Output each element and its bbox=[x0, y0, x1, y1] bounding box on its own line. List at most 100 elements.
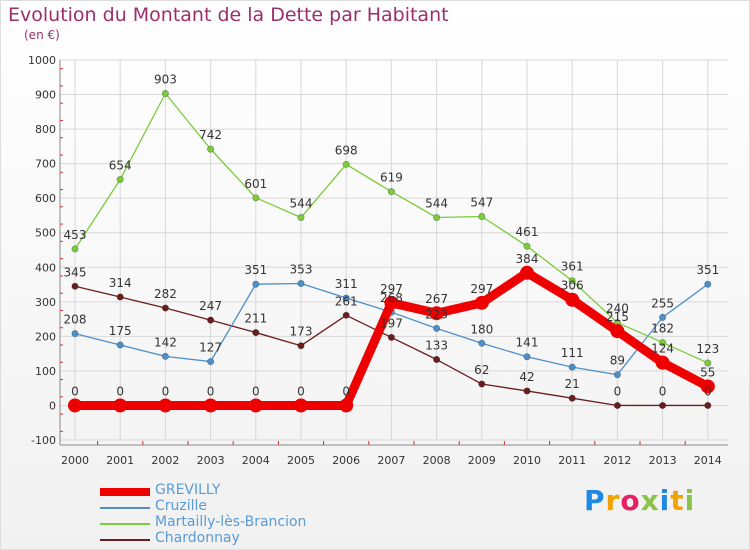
data-label: 742 bbox=[199, 128, 222, 142]
data-label: 461 bbox=[516, 225, 539, 239]
data-point bbox=[161, 90, 169, 98]
data-label: 124 bbox=[651, 342, 674, 356]
x-tick-label: 2003 bbox=[197, 454, 225, 467]
data-label: 384 bbox=[516, 252, 539, 266]
data-label: 0 bbox=[342, 384, 350, 398]
y-tick-label: -100 bbox=[31, 434, 56, 447]
data-point bbox=[704, 359, 712, 367]
data-label: 0 bbox=[71, 384, 79, 398]
legend-swatch bbox=[100, 539, 150, 541]
data-label: 255 bbox=[651, 296, 674, 310]
x-tick-label: 2007 bbox=[377, 454, 405, 467]
logo-letter: x bbox=[640, 484, 660, 517]
x-tick-label: 2002 bbox=[151, 454, 179, 467]
data-label: 353 bbox=[290, 263, 313, 277]
x-tick-label: 2006 bbox=[332, 454, 360, 467]
data-point bbox=[161, 352, 169, 360]
data-labels: 0 0 0 0 0 0 0 297 267 297 384 306 215 124 55 208 175 142 1… bbox=[64, 73, 720, 399]
data-point bbox=[659, 339, 667, 347]
data-point bbox=[207, 145, 215, 153]
data-label: 55 bbox=[700, 365, 715, 379]
data-point bbox=[523, 387, 531, 395]
data-label: 0 bbox=[704, 384, 712, 398]
data-point bbox=[433, 324, 441, 332]
data-point bbox=[71, 245, 79, 253]
data-label: 197 bbox=[380, 316, 403, 330]
data-point bbox=[520, 265, 534, 280]
data-point bbox=[478, 339, 486, 347]
data-point bbox=[71, 282, 79, 290]
y-tick-label: 100 bbox=[35, 365, 56, 378]
data-point bbox=[655, 355, 670, 370]
proxiti-logo: Proxiti bbox=[584, 484, 695, 517]
data-label: 0 bbox=[116, 384, 124, 398]
data-point bbox=[207, 316, 215, 324]
data-label: 0 bbox=[252, 384, 260, 398]
data-label: 544 bbox=[425, 197, 448, 211]
x-tick-label: 2005 bbox=[287, 454, 315, 467]
data-point bbox=[252, 329, 260, 337]
data-point bbox=[68, 398, 82, 413]
data-point bbox=[565, 292, 580, 307]
x-tick-label: 2004 bbox=[242, 454, 270, 467]
data-point bbox=[659, 401, 667, 409]
x-tick-label: 2014 bbox=[694, 454, 722, 467]
y-tick-label: 0 bbox=[49, 399, 56, 412]
y-tick-label: 500 bbox=[35, 227, 56, 240]
logo-letter: r bbox=[605, 484, 621, 517]
data-label: 123 bbox=[696, 342, 719, 356]
data-label: 261 bbox=[335, 294, 358, 308]
data-point bbox=[478, 212, 486, 220]
data-point bbox=[387, 188, 395, 196]
legend-swatch bbox=[100, 507, 150, 509]
data-point bbox=[158, 398, 173, 413]
data-point bbox=[568, 394, 576, 402]
data-label: 698 bbox=[335, 143, 358, 157]
data-point bbox=[610, 324, 625, 339]
data-point bbox=[248, 398, 263, 413]
chart-subtitle: (en €) bbox=[24, 28, 60, 42]
y-tick-label: 400 bbox=[35, 261, 56, 274]
x-tick-label: 2010 bbox=[513, 454, 541, 467]
data-point bbox=[429, 306, 444, 321]
data-point bbox=[433, 214, 441, 222]
data-label: 223 bbox=[425, 307, 448, 321]
data-label: 208 bbox=[64, 313, 87, 327]
data-label: 127 bbox=[199, 341, 222, 355]
data-label: 42 bbox=[519, 370, 534, 384]
data-point bbox=[297, 214, 305, 222]
data-label: 297 bbox=[380, 282, 403, 296]
data-label: 133 bbox=[425, 339, 448, 353]
y-tick-label: 800 bbox=[35, 123, 56, 136]
data-label: 282 bbox=[154, 287, 177, 301]
data-label: 306 bbox=[561, 279, 584, 293]
logo-letter: i bbox=[684, 484, 696, 517]
data-label: 182 bbox=[651, 322, 674, 336]
y-tick-label: 1000 bbox=[28, 54, 56, 67]
x-tick-label: 2000 bbox=[61, 454, 89, 467]
legend-swatch bbox=[100, 523, 150, 525]
logo-letter: t bbox=[670, 484, 685, 517]
data-label: 62 bbox=[474, 363, 489, 377]
data-label: 173 bbox=[290, 325, 313, 339]
data-label: 0 bbox=[207, 384, 215, 398]
data-point bbox=[113, 398, 128, 413]
data-point bbox=[704, 280, 712, 288]
axes: -100010020030040050060070080090010002000… bbox=[28, 54, 728, 467]
data-point bbox=[523, 353, 531, 361]
data-point bbox=[613, 371, 621, 379]
data-label: 175 bbox=[109, 324, 132, 338]
data-point bbox=[659, 313, 667, 321]
legend-label: Cruzille bbox=[155, 498, 208, 514]
series-lines bbox=[68, 90, 715, 413]
data-point bbox=[252, 280, 260, 288]
data-point bbox=[478, 380, 486, 388]
y-tick-label: 200 bbox=[35, 330, 56, 343]
data-point bbox=[613, 401, 621, 409]
data-label: 0 bbox=[162, 384, 170, 398]
x-tick-label: 2001 bbox=[106, 454, 134, 467]
y-tick-label: 300 bbox=[35, 296, 56, 309]
y-tick-label: 900 bbox=[35, 89, 56, 102]
data-label: 267 bbox=[425, 292, 448, 306]
logo-letter: P bbox=[584, 484, 606, 517]
